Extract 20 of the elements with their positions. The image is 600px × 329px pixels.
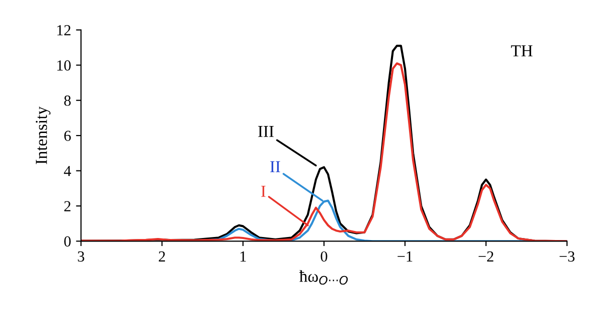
annotation: TH [511, 45, 532, 56]
x-tick-label: 0 [320, 251, 328, 262]
x-tick-label: −2 [478, 251, 494, 262]
x-tick-label: 2 [158, 251, 165, 262]
annotation: III [258, 126, 274, 137]
y-tick-label: 8 [64, 95, 71, 106]
y-tick-label: 4 [64, 166, 72, 176]
x-axis-title: ħω$_{O···O}$ [299, 270, 348, 285]
y-tick-label: 12 [57, 25, 70, 36]
y-tick-label: 0 [64, 236, 71, 247]
x-tick-label: 1 [240, 251, 246, 262]
annotation: II [270, 161, 280, 172]
y-tick-label: 6 [64, 130, 71, 141]
y-tick-label: 10 [57, 60, 71, 71]
y-tick-label: 2 [64, 201, 70, 212]
x-tick-label: −3 [560, 251, 575, 262]
x-tick-label: −1 [398, 251, 412, 262]
annotation: I [261, 186, 266, 197]
y-axis-title: Intensity [36, 106, 50, 164]
x-tick-label: 3 [78, 251, 84, 262]
